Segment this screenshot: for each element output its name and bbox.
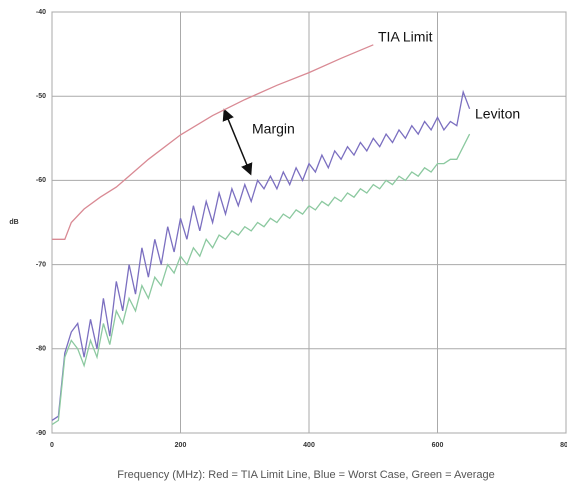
annotation: Margin [252, 121, 295, 137]
x-tick-label: 400 [303, 442, 315, 449]
margin-arrow [222, 108, 253, 176]
annotation: Leviton [475, 106, 520, 122]
y-tick-label: -40 [36, 9, 46, 16]
x-tick-label: 800 [560, 442, 567, 449]
y-tick-label: -50 [36, 93, 46, 100]
x-tick-label: 0 [50, 442, 54, 449]
y-tick-label: -70 [36, 261, 46, 268]
x-tick-label: 600 [432, 442, 444, 449]
y-tick-label: -90 [36, 430, 46, 437]
x-tick-label: 200 [175, 442, 187, 449]
y-axis-label: dB [9, 219, 18, 226]
series-line [52, 44, 374, 240]
y-tick-label: -60 [36, 177, 46, 184]
x-axis-label: Frequency (MHz): Red = TIA Limit Line, B… [117, 469, 495, 481]
series-line [51, 133, 471, 426]
series-line [51, 89, 471, 421]
annotation: TIA Limit [378, 29, 433, 45]
y-tick-label: -80 [36, 346, 46, 353]
